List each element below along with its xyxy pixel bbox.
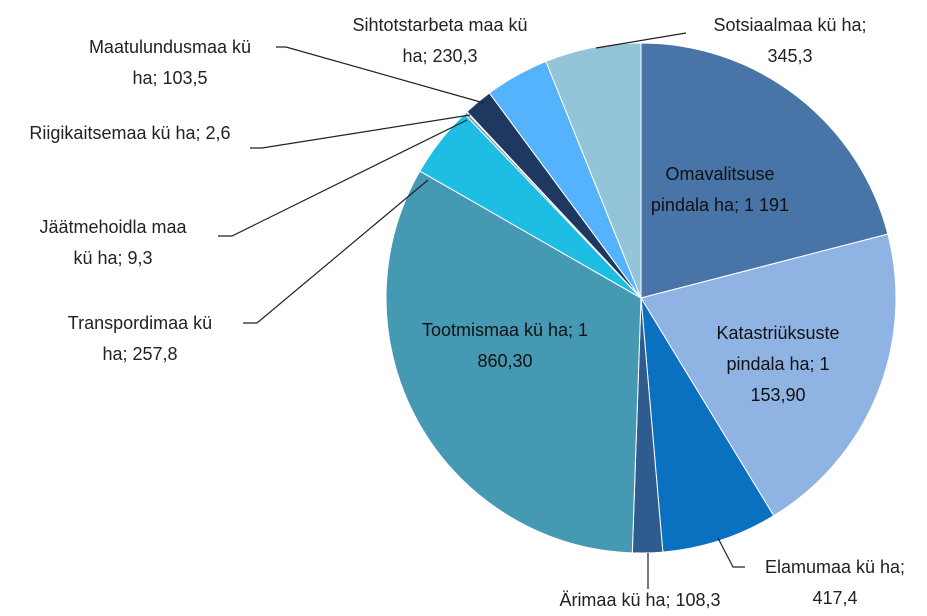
category-label: Sotsiaalmaa kü ha; [713, 14, 867, 35]
pie-slice [640, 297, 775, 553]
leader-line [276, 46, 485, 104]
slice-label: Riigikaitsemaa kü ha; 2,6 [28, 118, 233, 149]
value-label: 1 191 [744, 194, 790, 215]
value-label: 345,3 [767, 45, 813, 66]
slice-label: Tootmismaa kü ha; 1 860,30 [405, 315, 605, 377]
slice-label: Ärimaa kü ha; 108,3 [559, 585, 720, 616]
value-label: 1 860,30 [477, 319, 589, 371]
slice-label: Sihtotstarbeta maa kü ha; 230,3 [351, 10, 529, 72]
value-label: 417,4 [812, 587, 858, 608]
value-label: 108,3 [675, 589, 721, 610]
value-label: 230,3 [432, 45, 478, 66]
slice-label: Elamumaa kü ha; 417,4 [749, 552, 921, 614]
category-label: Ärimaa kü ha; [559, 589, 671, 610]
category-label: Sihtotstarbeta maa kü ha; [352, 14, 528, 66]
category-label: Omavalitsuse pindala ha; [650, 163, 775, 215]
leader-line [717, 537, 745, 568]
slice-label: Maatulundusmaa kü ha; 103,5 [80, 32, 260, 94]
slice-label: Sotsiaalmaa kü ha; 345,3 [695, 10, 885, 72]
category-label: Tootmismaa kü ha; [421, 319, 574, 340]
value-label: 9,3 [127, 247, 153, 268]
leader-line [218, 119, 468, 237]
category-label: Elamumaa kü ha; [764, 556, 906, 577]
leader-line [250, 114, 471, 149]
pie-slice [545, 42, 642, 299]
value-label: 257,8 [132, 343, 178, 364]
leader-line [243, 179, 429, 324]
pie-slice [640, 233, 897, 517]
slice-label: Katastriüksuste pindala ha; 1 153,90 [703, 318, 853, 411]
category-label: Riigikaitsemaa kü ha; [29, 122, 201, 143]
pie-slice [385, 170, 642, 554]
pie-slice [640, 42, 889, 299]
slice-label: Omavalitsuse pindala ha; 1 191 [650, 159, 790, 221]
leader-line [595, 32, 687, 49]
slice-label: Jäätmehoidla maa kü ha; 9,3 [33, 212, 193, 274]
slices [385, 42, 897, 554]
value-label: 1 153,90 [750, 353, 830, 405]
value-label: 103,5 [162, 67, 208, 88]
category-label: Transpordimaa kü ha; [67, 312, 213, 364]
category-label: Jäätmehoidla maa kü ha; [39, 216, 187, 268]
value-label: 2,6 [205, 122, 231, 143]
category-label: Katastriüksuste pindala ha; [716, 322, 840, 374]
slice-label: Transpordimaa kü ha; 257,8 [58, 308, 223, 370]
category-label: Maatulundusmaa kü ha; [88, 36, 252, 88]
